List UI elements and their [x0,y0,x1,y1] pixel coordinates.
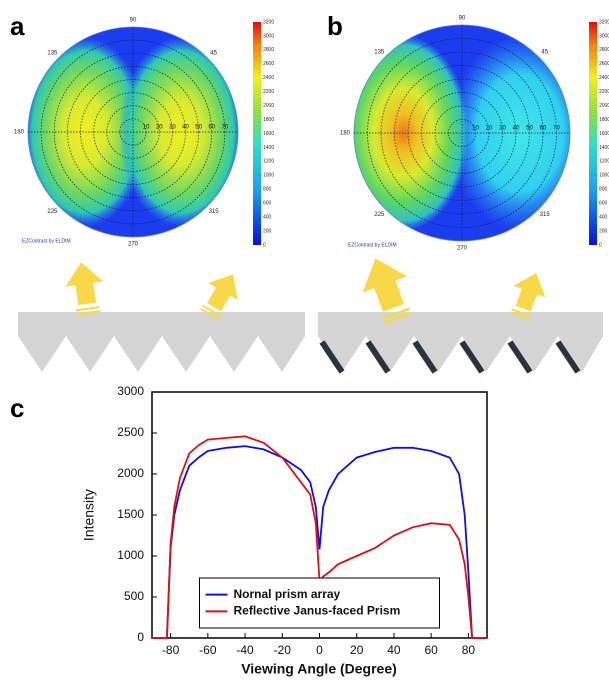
x-tick-label: 40 [387,643,401,657]
colorbar-tick-label: 2200 [599,89,609,95]
colorbar-tick-label: 1800 [599,117,609,123]
x-tick-label: 60 [424,643,438,657]
colorbar-tick-label: 0 [599,242,602,248]
colorbar-b [589,22,597,245]
colorbar-tick-label: 3000 [263,33,274,39]
polar-angle-label: 270 [128,242,139,248]
polar-angle-label: 135 [47,50,58,56]
polar-angle-label: 90 [130,18,137,24]
polar-angle-label: 180 [14,130,25,136]
colorbar-tick-label: 2200 [263,89,274,95]
polar-radial-label: 50 [195,125,202,131]
colorbar-tick-label: 2000 [263,103,274,109]
x-tick-label: 20 [350,643,364,657]
colorbar-tick-label: 400 [263,214,272,220]
colorbar-tick-label: 600 [263,201,272,207]
colorbar-tick-label: 1400 [263,145,274,151]
colorbar-tick-label: 1200 [599,159,609,165]
y-tick-label: 2000 [117,466,144,480]
x-tick-label: -60 [199,643,217,657]
prism-b [318,249,603,374]
panel-label: c [10,393,24,423]
colorbar-tick-label: 1200 [263,159,274,165]
polar-radial-label: 30 [169,125,176,131]
credit: EZContrast by ELDIM [348,242,397,248]
polar-radial-label: 40 [513,126,520,132]
colorbar-tick-label: 1600 [263,131,274,137]
y-axis-title: Intensity [81,489,97,541]
polar-radial-label: 50 [526,126,533,132]
polar-angle-label: 90 [459,16,466,22]
y-tick-label: 3000 [117,384,144,398]
polar-radial-label: 60 [208,125,215,131]
credit: EZContrast by ELDIM [22,238,71,244]
colorbar-tick-label: 3200 [599,19,609,25]
x-tick-label: 80 [462,643,476,657]
colorbar-tick-label: 2600 [599,61,609,67]
polar-radial-label: 40 [182,125,189,131]
polar-radial-label: 10 [472,126,479,132]
x-tick-label: -40 [236,643,254,657]
polar-angle-label: 180 [340,131,351,137]
x-axis-title: Viewing Angle (Degree) [241,661,397,677]
colorbar-tick-label: 2400 [263,75,274,81]
polar-angle-label: 45 [541,49,548,55]
polar-radial-label: 60 [540,126,547,132]
colorbar-tick-label: 2800 [599,47,609,53]
legend-label: Nornal prism array [234,587,341,601]
colorbar-tick-label: 1000 [599,173,609,179]
colorbar-tick-label: 1400 [599,145,609,151]
polar-angle-label: 315 [209,209,220,215]
polar-angle-label: 270 [457,246,468,252]
colorbar-tick-label: 800 [599,187,608,193]
colorbar-tick-label: 200 [599,228,608,234]
colorbar-a [253,22,261,245]
polar-angle-label: 225 [47,209,58,215]
polar-angle-label: 135 [374,49,385,55]
colorbar-tick-label: 800 [263,187,272,193]
polar-radial-label: 70 [553,126,560,132]
colorbar-tick-label: 200 [263,228,272,234]
y-tick-label: 2500 [117,425,144,439]
colorbar-tick-label: 400 [599,214,608,220]
y-tick-label: 500 [124,589,144,603]
legend-box [199,577,440,629]
polar-radial-label: 20 [156,125,163,131]
series-line [152,445,487,639]
polar-radial-label: 10 [143,125,150,131]
panel-label: b [327,11,343,41]
polar-radial-label: 30 [499,126,506,132]
polar-ring [67,66,199,198]
x-tick-label: -80 [162,643,180,657]
y-tick-label: 0 [137,630,144,644]
colorbar-tick-label: 3000 [599,33,609,39]
colorbar-tick-label: 1000 [263,173,274,179]
colorbar-tick-label: 0 [263,242,266,248]
polar-angle-label: 315 [540,212,551,218]
colorbar-tick-label: 2000 [599,103,609,109]
colorbar-tick-label: 1800 [263,117,274,123]
x-tick-label: 0 [316,643,323,657]
polar-radial-label: 20 [486,126,493,132]
series-line [152,435,487,639]
colorbar-tick-label: 2800 [263,47,274,53]
colorbar-tick-label: 1600 [599,131,609,137]
polar-angle-label: 45 [210,50,217,56]
colorbar-tick-label: 3200 [263,19,274,25]
panel-label: a [10,11,25,41]
colorbar-tick-label: 2400 [599,75,609,81]
y-tick-label: 1000 [117,548,144,562]
legend-label: Reflective Janus-faced Prism [234,604,401,618]
polar-angle-label: 225 [374,212,385,218]
prism-a [18,258,305,372]
polar-radial-label: 70 [222,125,229,131]
y-tick-label: 1500 [117,507,144,521]
colorbar-tick-label: 2600 [263,61,274,67]
colorbar-tick-label: 600 [599,201,608,207]
x-tick-label: -20 [274,643,292,657]
